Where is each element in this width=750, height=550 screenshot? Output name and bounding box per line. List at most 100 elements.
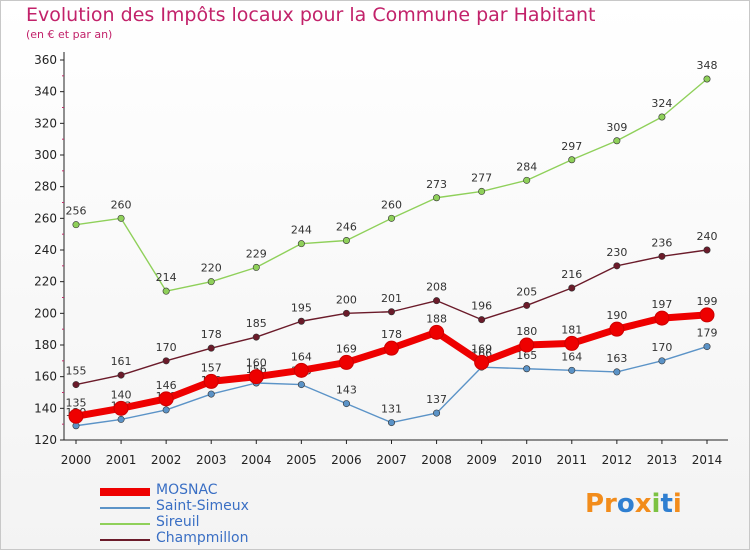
data-point-saint-simeux [523,365,531,373]
y-tick-label: 360 [34,53,57,67]
data-label-mosnac: 181 [561,323,582,336]
data-label-mosnac: 199 [697,295,718,308]
x-tick-label: 2001 [106,453,137,467]
chart-title: Evolution des Impôts locaux pour la Comm… [26,4,596,26]
y-tick-label: 320 [34,116,57,130]
data-point-mosnac [654,310,670,326]
data-point-sireuil [387,214,395,222]
data-point-saint-simeux [162,406,170,414]
y-tick-label: 120 [34,433,57,447]
data-label-champmillon: 195 [291,301,312,314]
x-tick-label: 2002 [151,453,182,467]
data-point-mosnac [68,408,84,424]
x-tick-label: 2000 [61,453,92,467]
data-label-champmillon: 196 [471,300,492,313]
data-point-sireuil [658,113,666,121]
data-label-mosnac: 197 [651,298,672,311]
data-label-mosnac: 190 [606,309,627,322]
data-point-mosnac [429,324,445,340]
data-point-saint-simeux [387,419,395,427]
data-label-champmillon: 205 [516,285,537,298]
data-label-mosnac: 160 [246,357,267,370]
data-point-mosnac [158,391,174,407]
data-point-saint-simeux [297,381,305,389]
data-label-saint-simeux: 165 [516,349,537,362]
x-tick-label: 2006 [331,453,362,467]
legend-swatch-mosnac [100,488,150,496]
data-label-saint-simeux: 164 [561,350,582,363]
data-point-sireuil [117,214,125,222]
data-point-sireuil [703,75,711,83]
y-tick-label: 300 [34,148,57,162]
data-label-saint-simeux: 170 [651,341,672,354]
data-point-champmillon [613,262,621,270]
data-label-sireuil: 297 [561,140,582,153]
data-point-sireuil [342,237,350,245]
data-point-mosnac [203,373,219,389]
data-point-saint-simeux [117,415,125,423]
data-point-saint-simeux [568,366,576,374]
data-label-mosnac: 169 [471,342,492,355]
data-point-champmillon [162,357,170,365]
data-label-sireuil: 348 [697,59,718,72]
data-label-sireuil: 273 [426,178,447,191]
data-point-champmillon [433,297,441,305]
data-label-mosnac: 188 [426,312,447,325]
data-point-sireuil [162,287,170,295]
data-point-saint-simeux [658,357,666,365]
data-label-champmillon: 216 [561,268,582,281]
data-label-saint-simeux: 163 [606,352,627,365]
data-label-sireuil: 324 [651,97,672,110]
data-point-champmillon [297,317,305,325]
data-label-saint-simeux: 131 [381,403,402,416]
data-point-mosnac [113,400,129,416]
data-label-sireuil: 246 [336,221,357,234]
x-tick-label: 2010 [511,453,542,467]
data-label-sireuil: 284 [516,160,537,173]
data-point-champmillon [658,252,666,260]
data-point-sireuil [252,263,260,271]
y-tick-label: 180 [34,338,57,352]
data-point-mosnac [338,354,354,370]
data-point-champmillon [117,371,125,379]
x-tick-label: 2009 [466,453,497,467]
data-label-sireuil: 256 [66,205,87,218]
data-point-sireuil [568,156,576,164]
data-point-champmillon [252,333,260,341]
y-tick-label: 140 [34,401,57,415]
data-label-champmillon: 240 [697,230,718,243]
proxiti-logo: Proxiti [585,489,682,519]
data-label-champmillon: 155 [66,365,87,378]
series-line-sireuil [75,78,708,292]
data-label-mosnac: 169 [336,342,357,355]
data-label-champmillon: 200 [336,293,357,306]
data-point-saint-simeux [703,343,711,351]
data-point-champmillon [478,316,486,324]
x-tick-label: 2012 [602,453,633,467]
data-point-saint-simeux [342,400,350,408]
data-label-sireuil: 220 [201,262,222,275]
x-tick-label: 2008 [421,453,452,467]
data-point-sireuil [207,278,215,286]
legend-label-sireuil: Sireuil [156,514,200,530]
data-label-mosnac: 164 [291,350,312,363]
legend-swatch-sireuil [100,523,150,525]
data-label-mosnac: 135 [66,396,87,409]
data-label-mosnac: 180 [516,325,537,338]
data-point-champmillon [342,309,350,317]
data-point-sireuil [478,187,486,195]
data-point-mosnac [474,354,490,370]
data-label-sireuil: 244 [291,224,312,237]
data-label-mosnac: 157 [201,361,222,374]
data-label-champmillon: 230 [606,246,627,259]
data-label-champmillon: 236 [651,236,672,249]
data-point-champmillon [207,344,215,352]
data-label-champmillon: 161 [111,355,132,368]
data-label-sireuil: 277 [471,171,492,184]
data-point-champmillon [72,381,80,389]
data-point-mosnac [564,335,580,351]
data-point-mosnac [293,362,309,378]
data-label-champmillon: 170 [156,341,177,354]
data-label-champmillon: 208 [426,281,447,294]
data-label-saint-simeux: 137 [426,393,447,406]
